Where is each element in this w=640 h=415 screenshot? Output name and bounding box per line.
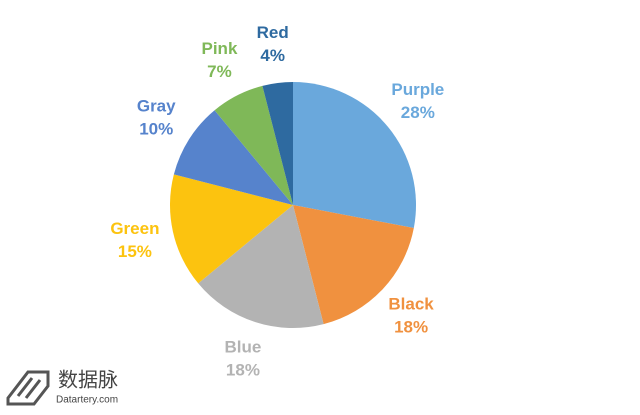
- slice-label: Blue: [225, 338, 262, 357]
- value-label: 28%: [401, 103, 435, 122]
- value-label: 4%: [260, 46, 285, 65]
- pie-slice: [293, 205, 414, 325]
- slice-label: Pink: [202, 39, 238, 58]
- value-label: 18%: [226, 361, 260, 380]
- value-label: 15%: [118, 242, 152, 261]
- pie-slice: [214, 85, 293, 205]
- pie-slice: [293, 82, 416, 229]
- slice-label: Purple: [391, 80, 444, 99]
- value-label: 18%: [394, 317, 428, 336]
- value-label: 10%: [139, 120, 173, 139]
- watermark-icon-lines: [16, 377, 42, 399]
- slice-label: Red: [257, 23, 289, 42]
- value-label: 7%: [207, 62, 232, 81]
- watermark-site: Datartery.com: [56, 395, 118, 406]
- watermark: 数据脉 Datartery.com: [6, 368, 118, 406]
- pie-slice: [170, 174, 293, 284]
- pie-slice: [198, 205, 324, 328]
- pie-slice: [262, 82, 293, 205]
- pie-slice: [173, 110, 293, 205]
- slice-label: Gray: [137, 97, 176, 116]
- watermark-name: 数据脉: [58, 368, 118, 391]
- slice-label: Green: [110, 219, 159, 238]
- slice-label: Black: [388, 294, 434, 313]
- watermark-icon: [6, 370, 50, 406]
